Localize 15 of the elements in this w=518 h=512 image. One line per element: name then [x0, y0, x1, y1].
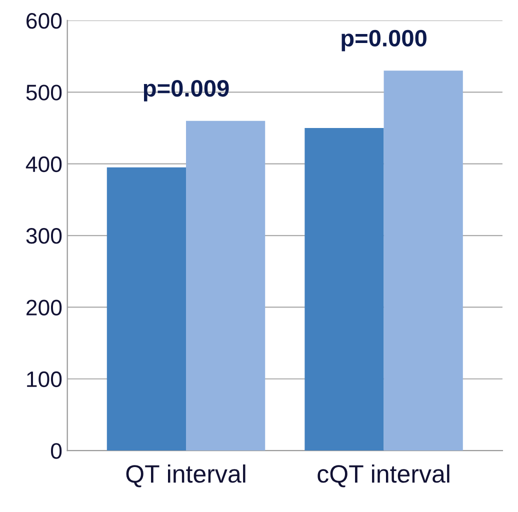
bar	[384, 70, 463, 451]
bar	[186, 120, 266, 451]
y-tick-label: 100	[27, 371, 62, 388]
annotation: p=0.000	[342, 30, 426, 52]
bar	[106, 167, 186, 451]
x-tick-label: cQT interval	[318, 464, 450, 488]
y-tick-label: 300	[26, 228, 62, 244]
x-tick-label: QT interval	[126, 464, 246, 488]
y-tick-label: 500	[26, 84, 62, 100]
annotation: p=0.009	[144, 80, 229, 102]
y-tick-label: 200	[26, 300, 62, 316]
y-tick-label: 400	[26, 156, 62, 172]
bar	[304, 128, 384, 451]
y-tick-label: 0	[50, 443, 62, 459]
y-tick-label: 600	[26, 13, 62, 29]
